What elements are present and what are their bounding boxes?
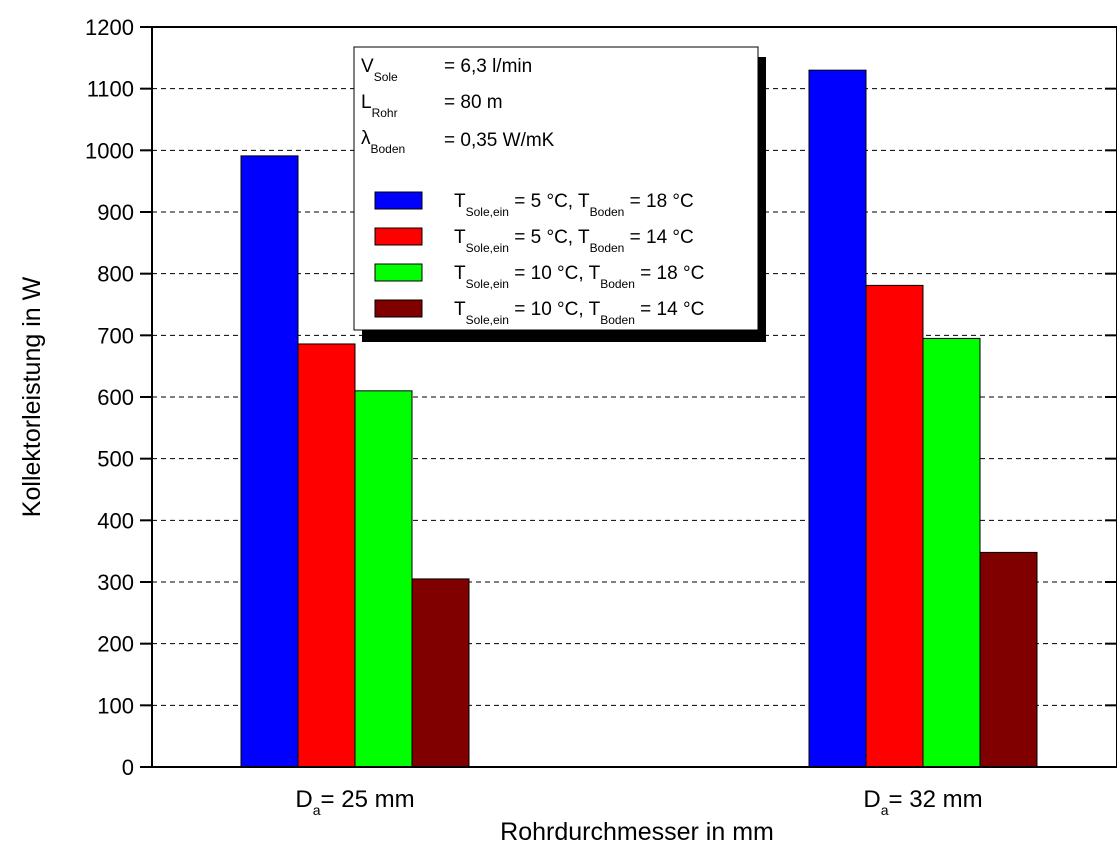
legend-swatch [374, 191, 423, 210]
y-tick-label: 900 [97, 200, 134, 225]
legend-box: VSole = 6,3 l/min LRohr = 80 m λBoden = 0,35 … [353, 46, 766, 342]
legend-swatch [374, 227, 423, 246]
parameter-value: = 80 m [444, 92, 503, 113]
bar [979, 551, 1038, 768]
legend-swatch [374, 299, 423, 318]
y-tick-label: 700 [97, 323, 134, 348]
y-tick-label: 1200 [85, 15, 134, 40]
legend-frame [353, 46, 759, 331]
bar [411, 578, 470, 768]
parameter-value: = 6,3 l/min [444, 56, 532, 77]
legend-label: TSole,ein = 10 °C, TBoden = 18 °C [454, 263, 704, 291]
y-axis-ticks: 0 100 200 300 400 500 600 700 800 900 1000 1100 1200 [85, 15, 1117, 780]
parameter-list: VSole = 6,3 l/min LRohr = 80 m λBoden = 0,35 … [361, 56, 555, 156]
bar [808, 69, 867, 768]
y-tick-label: 600 [97, 385, 134, 410]
parameter-symbol: LRohr [361, 92, 398, 120]
bar [865, 284, 924, 768]
y-tick-label: 800 [97, 262, 134, 287]
parameter-value: = 0,35 W/mK [444, 130, 555, 151]
legend-entries: TSole,ein = 5 °C, TBoden = 18 °C TSole,ei… [374, 191, 704, 327]
bar [354, 390, 413, 768]
y-tick-label: 300 [97, 570, 134, 595]
legend-label: TSole,ein = 5 °C, TBoden = 18 °C [454, 191, 694, 219]
y-tick-label: 1100 [87, 77, 134, 102]
y-tick-label: 500 [97, 447, 134, 472]
y-axis-label: Kollektorleistung in W [18, 276, 46, 517]
x-axis-category-labels: Da= 25 mm Da= 32 mm [295, 786, 982, 818]
x-tick-label: Da= 25 mm [295, 786, 414, 818]
bar [240, 155, 299, 768]
y-tick-label: 400 [97, 508, 134, 533]
bar [922, 337, 981, 768]
legend-swatch [374, 263, 423, 282]
bar [297, 343, 356, 768]
parameter-symbol: λBoden [361, 128, 405, 156]
y-tick-label: 1000 [85, 138, 134, 163]
legend-label: TSole,ein = 10 °C, TBoden = 14 °C [454, 299, 704, 327]
x-axis-label: Rohrdurchmesser in mm [500, 818, 774, 846]
bars [240, 69, 1038, 768]
parameter-symbol: VSole [361, 56, 398, 84]
legend-label: TSole,ein = 5 °C, TBoden = 14 °C [454, 227, 694, 255]
x-tick-label: Da= 32 mm [863, 786, 982, 818]
y-tick-label: 0 [122, 755, 134, 780]
y-tick-label: 100 [97, 693, 134, 718]
y-tick-label: 200 [97, 632, 134, 657]
